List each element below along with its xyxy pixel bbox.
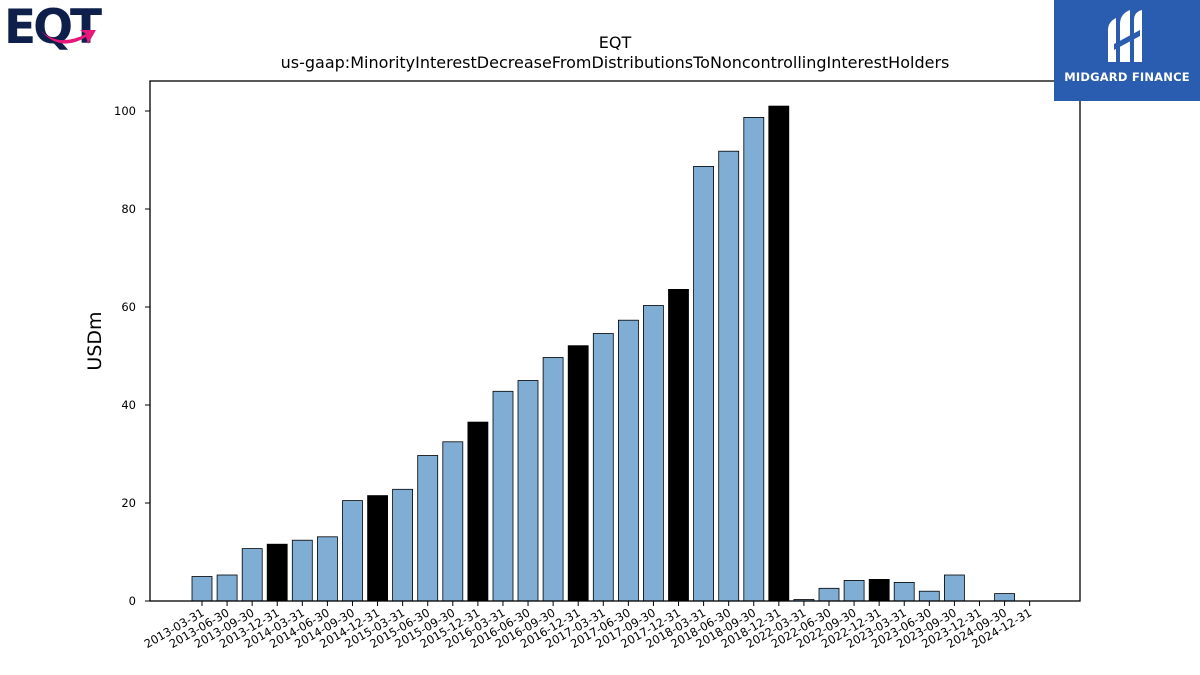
bar [392,488,414,602]
bar [567,345,589,602]
eqt-logo: EQT [4,0,105,55]
bar [191,576,213,602]
bar [768,105,790,602]
midgard-emblem-icon [1108,10,1142,62]
bar [818,587,840,602]
bar [417,455,439,602]
y-tick-label: 60 [121,300,136,314]
bar [868,579,890,602]
y-tick-label: 0 [129,594,136,608]
bar [517,380,539,602]
bar [542,357,564,602]
bar [618,319,639,602]
bar [718,150,740,602]
y-tick-label: 40 [121,398,136,412]
bar [918,590,940,602]
y-tick-label: 80 [121,202,136,216]
bar [467,421,489,602]
plot-frame [149,80,1081,602]
chart-title: EQT [599,33,632,52]
bar [367,495,389,602]
bar [994,593,1015,602]
bar [893,582,915,602]
y-tick-label: 100 [114,104,136,118]
bar [944,574,965,602]
bar [216,574,238,602]
eqt-arrow-icon [40,30,96,44]
eqt-logo-text: EQT [4,0,102,55]
bars-group [191,105,1015,602]
bar [442,441,464,602]
y-axis-ticks: 0 20 40 60 80 100 [114,104,150,608]
midgard-logo-text: MIDGARD FINANCE [1064,70,1190,84]
bar [843,580,865,602]
bar [316,536,338,602]
bar [266,543,288,602]
bar [342,500,363,602]
bar [241,548,263,602]
x-axis-ticks: 2013-03-312013-06-302013-09-302013-12-31… [142,601,1034,651]
chart-subtitle: us-gaap:MinorityInterestDecreaseFromDist… [281,53,950,72]
bar [291,539,313,602]
bar [693,165,714,602]
bar [668,288,689,602]
y-tick-label: 20 [121,496,136,510]
bar [592,333,614,602]
y-axis-label: USDm [84,311,106,370]
bar [743,117,765,602]
midgard-finance-logo: MIDGARD FINANCE [1054,0,1200,101]
bar [492,390,514,602]
bar [643,305,664,602]
